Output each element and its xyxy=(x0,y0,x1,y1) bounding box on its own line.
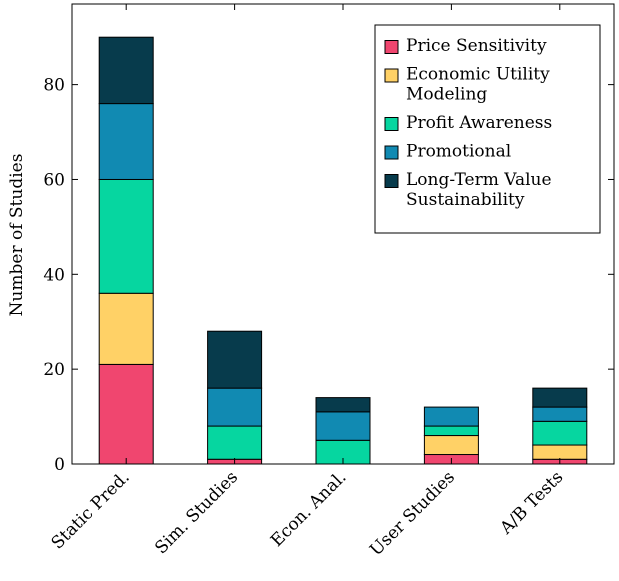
bar-2-series-5 xyxy=(207,330,263,389)
bar-5-series-4 xyxy=(532,406,588,422)
bar-1-series-1 xyxy=(98,363,154,465)
x-tick-label-1: Static Pred. xyxy=(48,467,134,553)
legend: Price Sensitivity Economic UtilityModelin… xyxy=(374,24,601,234)
x-tick-label-2: Sim. Studies xyxy=(151,467,242,558)
legend-label-5-line-2: Sustainability xyxy=(406,190,525,210)
legend-swatch-3 xyxy=(384,117,399,131)
y-tick-labels: 0 20 40 60 80 xyxy=(43,76,65,475)
x-tick-label-3: Econ. Anal. xyxy=(267,467,351,551)
bar-4-series-4 xyxy=(423,406,479,427)
legend-swatch-1 xyxy=(384,40,399,54)
legend-label-2-line-1: Economic Utility xyxy=(406,65,550,85)
bar-1-series-3 xyxy=(98,178,154,294)
bar-2-series-3 xyxy=(207,425,263,460)
y-tick-label-3: 40 xyxy=(43,265,65,285)
legend-swatch-4 xyxy=(384,145,399,160)
bar-5-series-2 xyxy=(532,444,588,460)
bar-4-series-2 xyxy=(423,435,479,456)
legend-label-2-line-2: Modeling xyxy=(406,85,487,105)
legend-box xyxy=(374,24,601,234)
bar-5-series-3 xyxy=(532,420,588,446)
y-tick-label-5: 80 xyxy=(43,76,65,96)
x-tick-label-5: A/B Tests xyxy=(496,467,568,539)
bar-1-series-5 xyxy=(98,36,154,105)
bar-2-series-4 xyxy=(207,387,263,427)
y-tick-label-4: 60 xyxy=(43,170,65,190)
bar-3-series-4 xyxy=(315,411,371,441)
y-axis-label: Number of Studies xyxy=(7,154,27,317)
bar-4-series-3 xyxy=(423,425,479,437)
legend-label-4-line-1: Promotional xyxy=(406,142,511,162)
bar-1-series-4 xyxy=(98,103,154,180)
plot-frame xyxy=(71,3,615,465)
y-tick-label-1: 0 xyxy=(54,455,65,475)
y-tick-label-2: 20 xyxy=(43,360,65,380)
bar-5-series-5 xyxy=(532,387,588,408)
legend-label-3-line-1: Profit Awareness xyxy=(406,113,552,133)
x-tick-label-4: User Studies xyxy=(366,467,459,560)
bar-1-series-2 xyxy=(98,292,154,365)
legend-swatch-2 xyxy=(384,68,399,83)
legend-swatch-5 xyxy=(384,174,399,188)
legend-label-5-line-1: Long-Term Value xyxy=(406,170,552,190)
x-tick-labels: Static Pred. Sim. Studies Econ. Anal. User … xyxy=(48,467,568,560)
legend-label-1-line-1: Price Sensitivity xyxy=(406,36,547,56)
bar-3-series-5 xyxy=(315,397,371,413)
